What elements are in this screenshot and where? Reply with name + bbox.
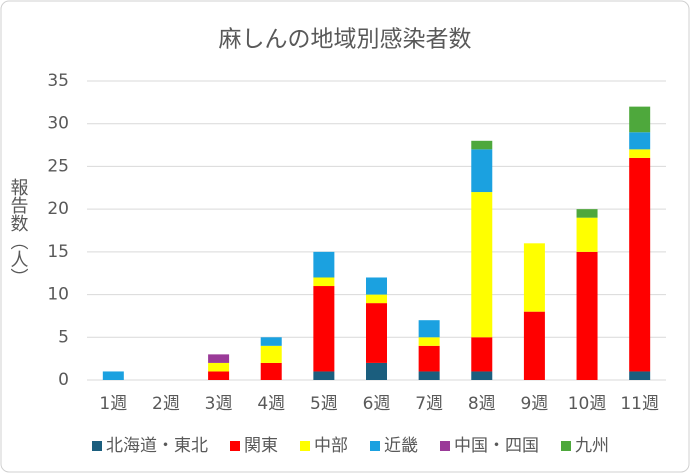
bar-segment xyxy=(260,345,282,363)
bar-segment xyxy=(418,345,440,372)
bar-segment xyxy=(208,371,230,380)
legend-swatch xyxy=(92,441,102,451)
bar-segment xyxy=(629,149,651,158)
x-tick-label: 4週 xyxy=(257,394,285,414)
legend-swatch xyxy=(370,441,380,451)
bar-segment xyxy=(208,354,230,363)
x-tick-label: 3週 xyxy=(205,394,233,414)
x-tick-label: 5週 xyxy=(310,394,338,414)
bar-segment xyxy=(471,140,493,150)
bar-segment xyxy=(313,286,335,372)
legend-label: 中部 xyxy=(314,436,348,456)
y-tick-label: 15 xyxy=(47,242,69,262)
x-tick-label: 2週 xyxy=(152,394,180,414)
bar-segment xyxy=(576,251,598,380)
bar-segment xyxy=(418,320,440,338)
x-tick-label: 11週 xyxy=(620,394,659,414)
legend-swatch xyxy=(561,441,571,451)
bar-segment xyxy=(313,277,335,287)
bar-segment xyxy=(629,106,651,133)
legend-label: 中国・四国 xyxy=(454,436,539,456)
x-tick-label: 9週 xyxy=(520,394,548,414)
bar-segment xyxy=(471,192,493,338)
bar-segment xyxy=(576,209,598,218)
legend-label: 近畿 xyxy=(384,436,418,456)
bar-segment xyxy=(260,337,282,346)
bar-segment xyxy=(418,371,440,380)
bar-segment xyxy=(260,362,282,380)
x-tick-label: 8週 xyxy=(468,394,496,414)
bar-segment xyxy=(471,337,493,372)
x-tick-label: 10週 xyxy=(568,394,607,414)
bar-segment xyxy=(366,294,387,304)
legend-swatch xyxy=(300,441,310,451)
chart-title: 麻しんの地域別感染者数 xyxy=(219,27,472,53)
y-tick-label: 0 xyxy=(58,370,69,390)
y-axis-label: 報告数（人） xyxy=(8,178,29,286)
y-tick-label: 10 xyxy=(47,285,69,305)
bar-segment xyxy=(366,277,387,295)
y-tick-label: 30 xyxy=(47,114,69,134)
bar-segment xyxy=(523,243,545,312)
bar-segment xyxy=(576,217,598,252)
bar-segment xyxy=(629,371,651,380)
legend-swatch xyxy=(440,441,450,451)
y-tick-label: 5 xyxy=(58,327,69,347)
x-tick-label: 7週 xyxy=(415,394,443,414)
bar-segment xyxy=(313,371,335,380)
bar-segment xyxy=(366,303,387,363)
bar-segment xyxy=(313,251,335,278)
bar-segment xyxy=(208,362,230,372)
y-tick-label: 35 xyxy=(47,71,69,91)
legend-label: 関東 xyxy=(244,436,278,456)
bar-segment xyxy=(102,371,124,380)
bar-segment xyxy=(523,311,545,380)
legend-label: 九州 xyxy=(575,436,609,456)
y-tick-label: 20 xyxy=(47,199,69,219)
bar-segment xyxy=(366,362,387,380)
x-tick-label: 1週 xyxy=(99,394,127,414)
x-tick-label: 6週 xyxy=(363,394,391,414)
bar-segment xyxy=(471,149,493,193)
bar-segment xyxy=(418,337,440,346)
bar-segment xyxy=(629,132,651,150)
y-tick-label: 25 xyxy=(47,156,69,176)
bar-segment xyxy=(629,157,651,372)
legend-swatch xyxy=(230,441,240,451)
legend-label: 北海道・東北 xyxy=(106,436,208,456)
bar-segment xyxy=(471,371,493,380)
